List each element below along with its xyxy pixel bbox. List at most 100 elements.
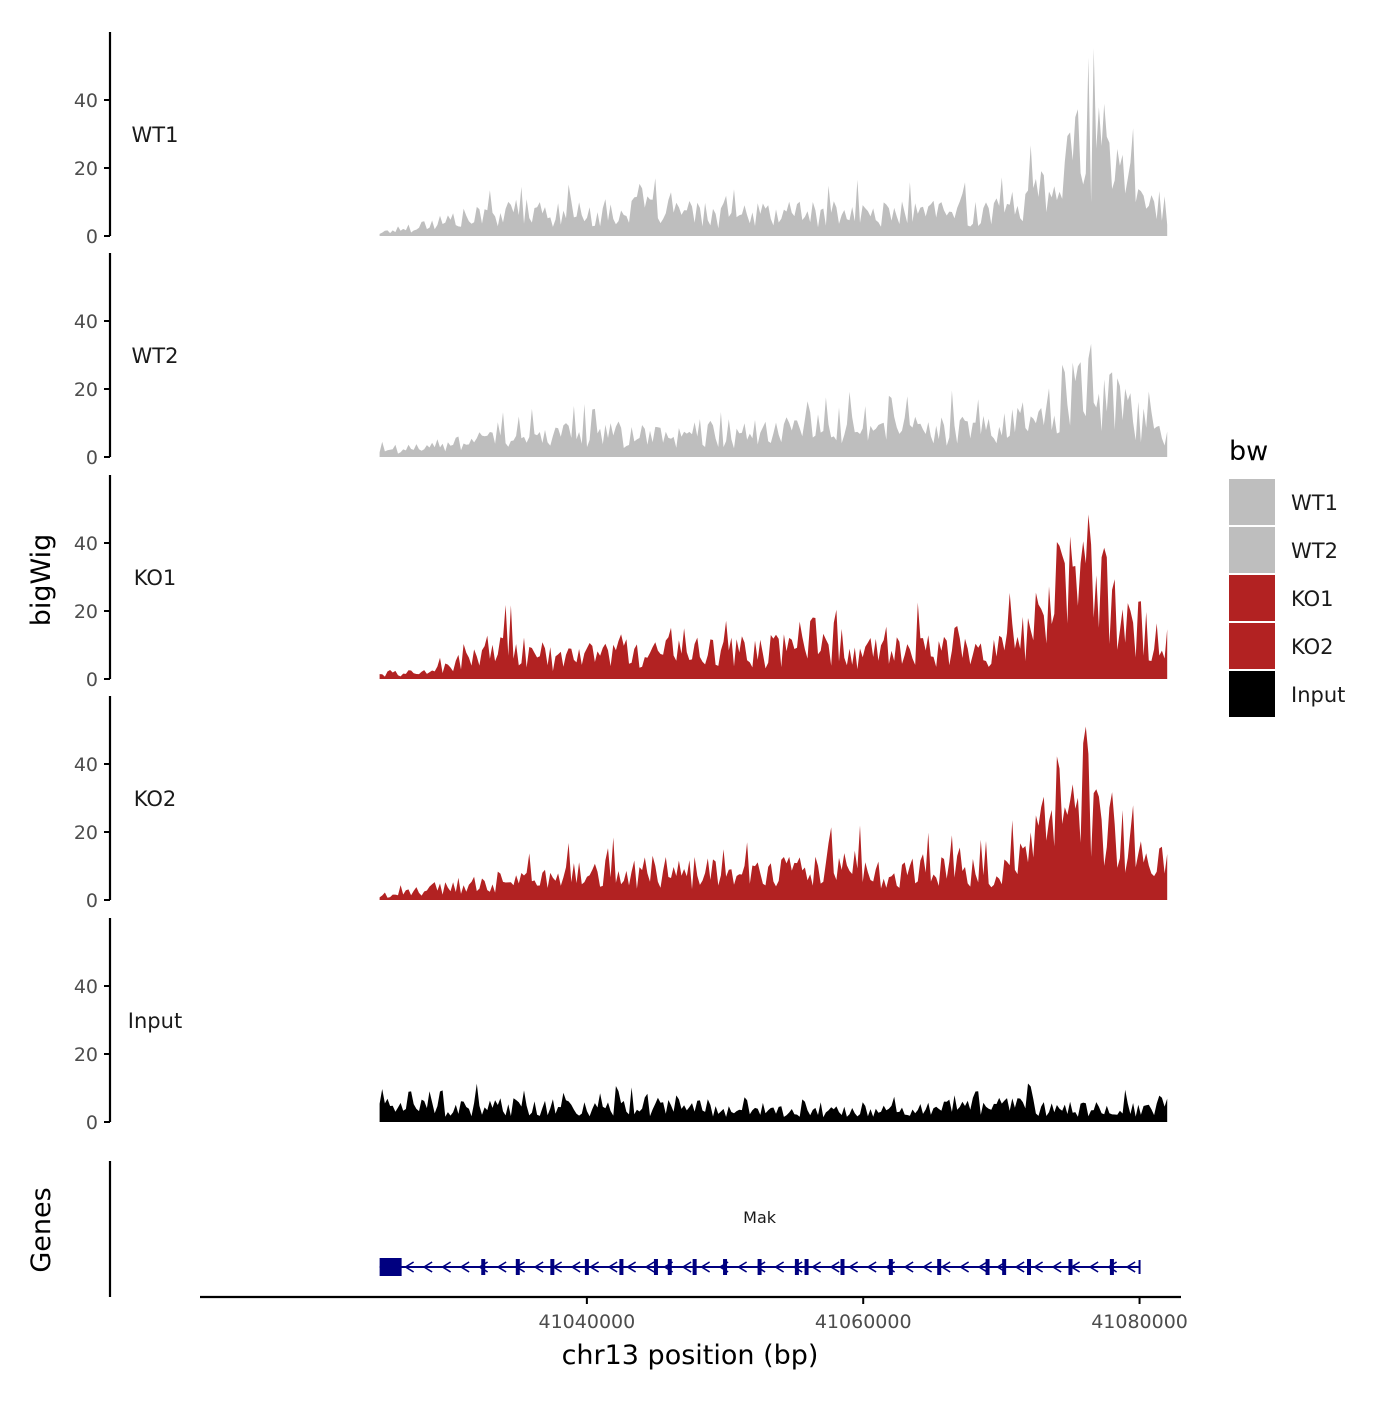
- gene-exon: [550, 1259, 555, 1275]
- legend-item-ko2: KO2: [1229, 623, 1334, 669]
- track-label: WT2: [132, 344, 179, 368]
- strand-arrow: [774, 1261, 785, 1273]
- legend-item-ko1: KO1: [1229, 575, 1334, 621]
- y-tick-label: 20: [74, 158, 98, 180]
- legend-swatch: [1229, 527, 1275, 573]
- track-wt2: 0 20 40 WT2: [74, 253, 1168, 469]
- strand-arrow: [866, 1261, 877, 1273]
- track-label: KO1: [134, 566, 177, 590]
- strand-arrow: [644, 1261, 655, 1273]
- strand-arrow: [459, 1261, 470, 1273]
- y-tick-label: 0: [86, 226, 98, 248]
- gene-label: Mak: [743, 1208, 777, 1227]
- gene-exon: [619, 1259, 624, 1275]
- y-tick-label: 40: [74, 533, 98, 555]
- strand-arrow: [848, 1261, 859, 1273]
- coverage-area-input: [379, 1083, 1168, 1122]
- strand-arrow: [441, 1261, 452, 1273]
- legend-item-wt2: WT2: [1229, 527, 1338, 573]
- gene-exon: [584, 1259, 589, 1275]
- gene-exon: [804, 1259, 809, 1275]
- track-label: WT1: [132, 123, 179, 147]
- legend-label: KO2: [1291, 635, 1334, 659]
- legend-swatch: [1229, 671, 1275, 717]
- coverage-area-ko1: [379, 514, 1168, 679]
- y-tick-label: 20: [74, 379, 98, 401]
- gene-exon: [888, 1259, 893, 1275]
- x-tick-label: 41080000: [1091, 1311, 1188, 1333]
- legend-item-input: Input: [1229, 671, 1345, 717]
- strand-arrow: [737, 1261, 748, 1273]
- legend-item-wt1: WT1: [1229, 479, 1338, 525]
- coverage-area-wt2: [379, 343, 1168, 457]
- track-label: KO2: [134, 787, 177, 811]
- x-tick-label: 41060000: [815, 1311, 912, 1333]
- legend-title: bw: [1229, 436, 1268, 467]
- y-tick-label: 40: [74, 311, 98, 333]
- strand-arrow: [589, 1261, 600, 1273]
- gene-exon: [515, 1259, 520, 1275]
- track-input: 0 20 40 Input: [74, 918, 1168, 1134]
- gene-exon: [723, 1259, 728, 1275]
- strand-arrow: [404, 1261, 415, 1273]
- strand-arrow: [977, 1261, 988, 1273]
- strand-arrow: [1051, 1261, 1062, 1273]
- strand-arrow: [1125, 1261, 1136, 1273]
- gene-exon: [379, 1258, 402, 1276]
- strand-arrow: [755, 1261, 766, 1273]
- y-tick-label: 0: [86, 890, 98, 912]
- gene-exon: [1027, 1259, 1032, 1275]
- coverage-area-ko2: [379, 726, 1168, 900]
- strand-arrow: [829, 1261, 840, 1273]
- track-label: Input: [128, 1009, 182, 1033]
- y-tick-label: 0: [86, 447, 98, 469]
- y-tick-label: 20: [74, 1044, 98, 1066]
- strand-arrow: [792, 1261, 803, 1273]
- legend-label: KO1: [1291, 587, 1334, 611]
- strand-arrow: [940, 1261, 951, 1273]
- strand-arrow: [700, 1261, 711, 1273]
- legend-swatch: [1229, 479, 1275, 525]
- strand-arrow: [626, 1261, 637, 1273]
- legend-swatch: [1229, 623, 1275, 669]
- strand-arrow: [496, 1261, 507, 1273]
- strand-arrow: [959, 1261, 970, 1273]
- gene-exon: [794, 1259, 799, 1275]
- y-tick-label: 20: [74, 822, 98, 844]
- track-wt1: 0 20 40 WT1: [74, 32, 1168, 248]
- strand-arrow: [533, 1261, 544, 1273]
- legend: WT1 WT2 KO1 KO2 Input: [1229, 479, 1345, 717]
- strand-arrow: [1107, 1261, 1118, 1273]
- genes-axis-title: Genes: [26, 1187, 57, 1272]
- strand-arrow: [1033, 1261, 1044, 1273]
- gene-exon: [1109, 1259, 1114, 1275]
- y-tick-label: 0: [86, 1112, 98, 1134]
- gene-exon: [757, 1259, 762, 1275]
- legend-label: WT2: [1291, 539, 1338, 563]
- gene-exon: [840, 1259, 845, 1275]
- strand-arrow: [607, 1261, 618, 1273]
- track-ko2: 0 20 40 KO2: [74, 696, 1168, 912]
- legend-label: WT1: [1291, 491, 1338, 515]
- strand-arrow: [1014, 1261, 1025, 1273]
- gene-exon: [481, 1259, 486, 1275]
- track-ko1: 0 20 40 KO1: [74, 475, 1168, 691]
- gene-exon: [1002, 1259, 1007, 1275]
- gene-exon: [384, 1259, 389, 1275]
- strand-arrow: [811, 1261, 822, 1273]
- gene-exon: [937, 1259, 942, 1275]
- gene-mak: Mak: [379, 1208, 1141, 1276]
- strand-arrow: [922, 1261, 933, 1273]
- y-tick-label: 20: [74, 601, 98, 623]
- y-tick-label: 0: [86, 669, 98, 691]
- legend-label: Input: [1291, 683, 1345, 707]
- strand-arrow: [681, 1261, 692, 1273]
- y-tick-label: 40: [74, 90, 98, 112]
- strand-arrow: [422, 1261, 433, 1273]
- y-tick-label: 40: [74, 754, 98, 776]
- gene-exon: [653, 1259, 658, 1275]
- coverage-tracks: 0 20 40 WT1 0 20 40 WT2 0 20 40 KO1 0 20 40 KO2 0 20 40 Inp…: [74, 32, 1168, 1134]
- strand-arrow: [570, 1261, 581, 1273]
